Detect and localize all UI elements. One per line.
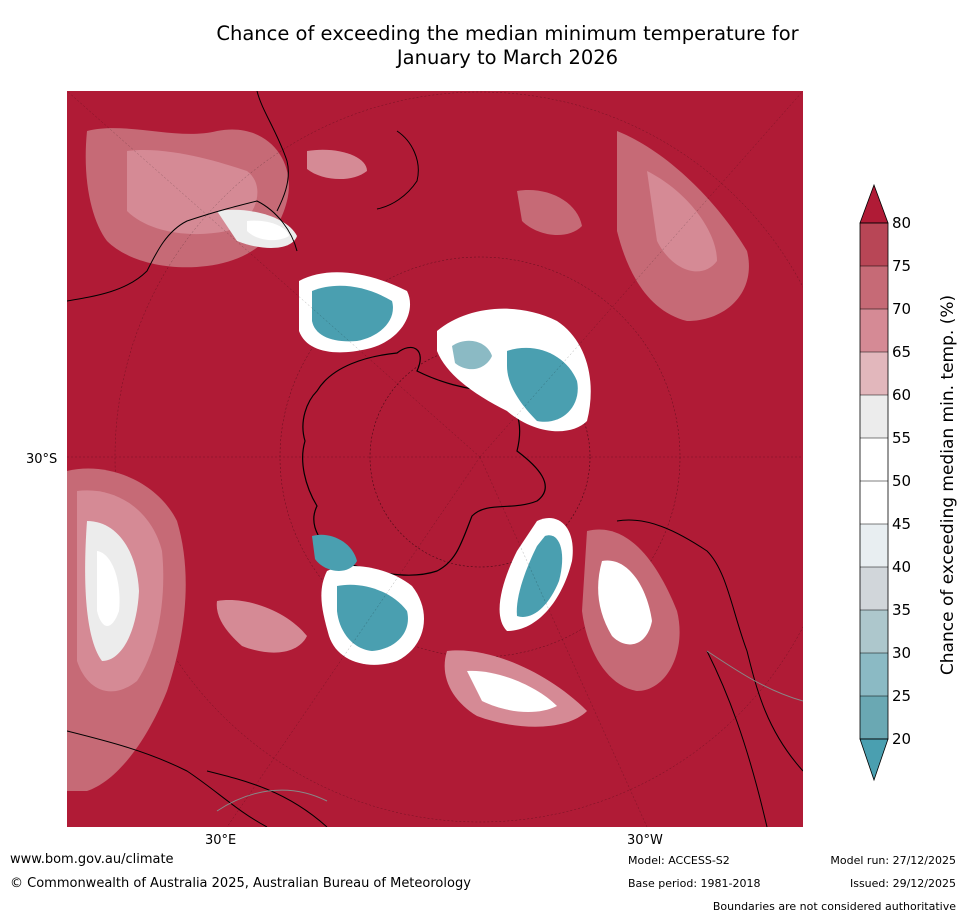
colorbar-bin [860,610,888,653]
colorbar-bin [860,309,888,352]
colorbar-bin [860,524,888,567]
model-text: Model: ACCESS-S2 [628,854,730,867]
colorbar-tick-label: 40 [892,558,911,576]
region-south-america-shading [582,131,749,691]
base-period-text: Base period: 1981-2018 [628,877,761,890]
chart-title: Chance of exceeding the median minimum t… [150,22,865,70]
scattered-warm-patches [216,190,587,727]
colorbar-tick-label: 75 [892,257,911,275]
borders-grey [216,650,803,812]
colorbar-bin [860,438,888,481]
colorbar-tick-label: 80 [892,214,911,232]
website-link[interactable]: www.bom.gov.au/climate [10,852,174,867]
region-ross-sea-shading [299,272,411,353]
latitude-label-30s: 30°S [26,452,58,467]
colorbar-bin [860,481,888,524]
region-africa-shading [67,468,186,791]
colorbar-tick-label: 70 [892,300,911,318]
colorbar-under-arrow [859,738,889,782]
region-atlantic-sector-shading [499,517,573,631]
colorbar-bin [860,395,888,438]
africa-coast [67,730,328,827]
colorbar-tick-label: 65 [892,343,911,361]
colorbar-tick-label: 45 [892,515,911,533]
longitude-label-30e: 30°E [205,833,237,848]
copyright-text: © Commonwealth of Australia 2025, Austra… [10,876,471,891]
region-weddell-shading [437,308,591,432]
region-australia-shading [85,128,367,268]
colorbar-bin [860,653,888,696]
colorbar-bin [860,223,888,266]
new-zealand-coast [376,130,419,210]
colorbar-over-arrow [859,183,889,224]
disclaimer-text: Boundaries are not considered authoritat… [712,900,956,913]
meridian-line [479,91,803,458]
colorbar-tick-label: 30 [892,644,911,662]
south-america-coast [616,519,803,827]
colorbar-bin [860,696,888,739]
title-line-1: Chance of exceeding the median minimum t… [216,22,799,45]
colorbar-label: Chance of exceeding median min. temp. (%… [938,295,958,675]
probability-map [67,91,803,827]
meridian-line [226,456,481,827]
colorbar-bin [860,352,888,395]
colorbar-tick-label: 35 [892,601,911,619]
latitude-circle [279,256,681,658]
colorbar-tick-label: 20 [892,730,911,748]
latitude-circle-outer [114,91,803,823]
colorbar-bin [860,266,888,309]
colorbar-tick-label: 50 [892,472,911,490]
colorbar: 20 25 30 35 40 45 50 55 60 65 70 75 80 Chance of exc… [859,183,958,782]
colorbar-tick-label: 55 [892,429,911,447]
model-run-text: Model run: 27/12/2025 [830,854,956,867]
colorbar-bin [860,567,888,610]
region-indian-sector-shading [312,534,424,665]
australia-coast [67,91,298,302]
issued-text: Issued: 29/12/2025 [849,877,956,890]
colorbar-tick-label: 60 [892,386,911,404]
title-line-2: January to March 2026 [396,46,619,69]
longitude-label-30w: 30°W [627,833,663,848]
colorbar-tick-label: 25 [892,687,911,705]
